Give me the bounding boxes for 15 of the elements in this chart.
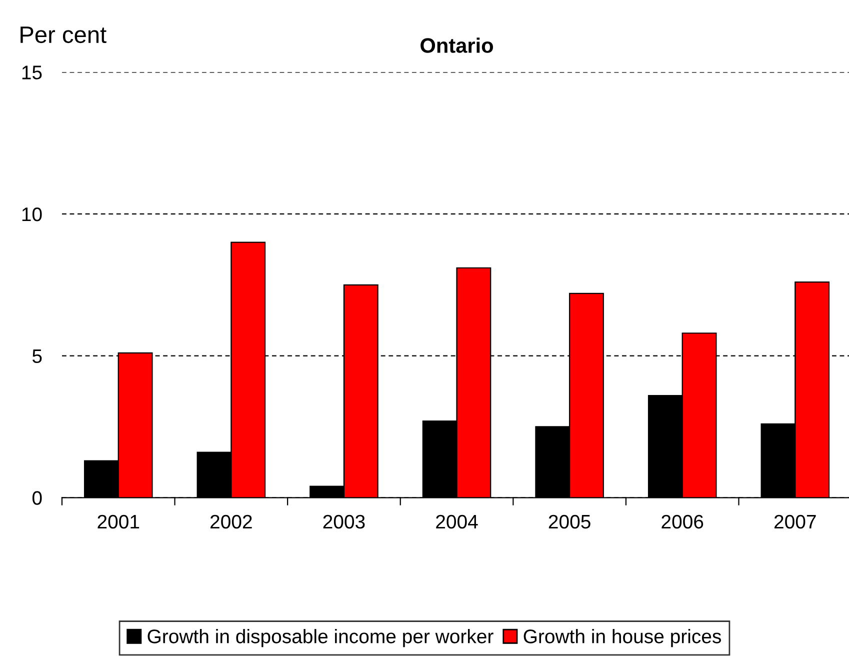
x-tick-label: 2007 bbox=[774, 514, 816, 529]
y-tick-label: 10 bbox=[22, 207, 42, 222]
x-tick-label: 2006 bbox=[662, 514, 704, 529]
y-tick-label: 0 bbox=[32, 491, 42, 505]
legend-label: Growth in disposable income per worker bbox=[148, 629, 494, 648]
x-tick-label: 2002 bbox=[210, 514, 252, 529]
x-tick-label: 2001 bbox=[98, 514, 140, 529]
x-tick-label: 2003 bbox=[323, 514, 365, 529]
y-tick-label: 15 bbox=[22, 66, 42, 80]
x-tick-label: 2005 bbox=[548, 514, 590, 529]
x-tick-label: 2004 bbox=[436, 514, 478, 529]
y-tick-label: 5 bbox=[32, 349, 42, 364]
legend-label: Growth in house prices bbox=[524, 629, 721, 648]
chart-title: Ontario bbox=[420, 38, 493, 53]
y-axis-title: Per cent bbox=[20, 26, 106, 44]
